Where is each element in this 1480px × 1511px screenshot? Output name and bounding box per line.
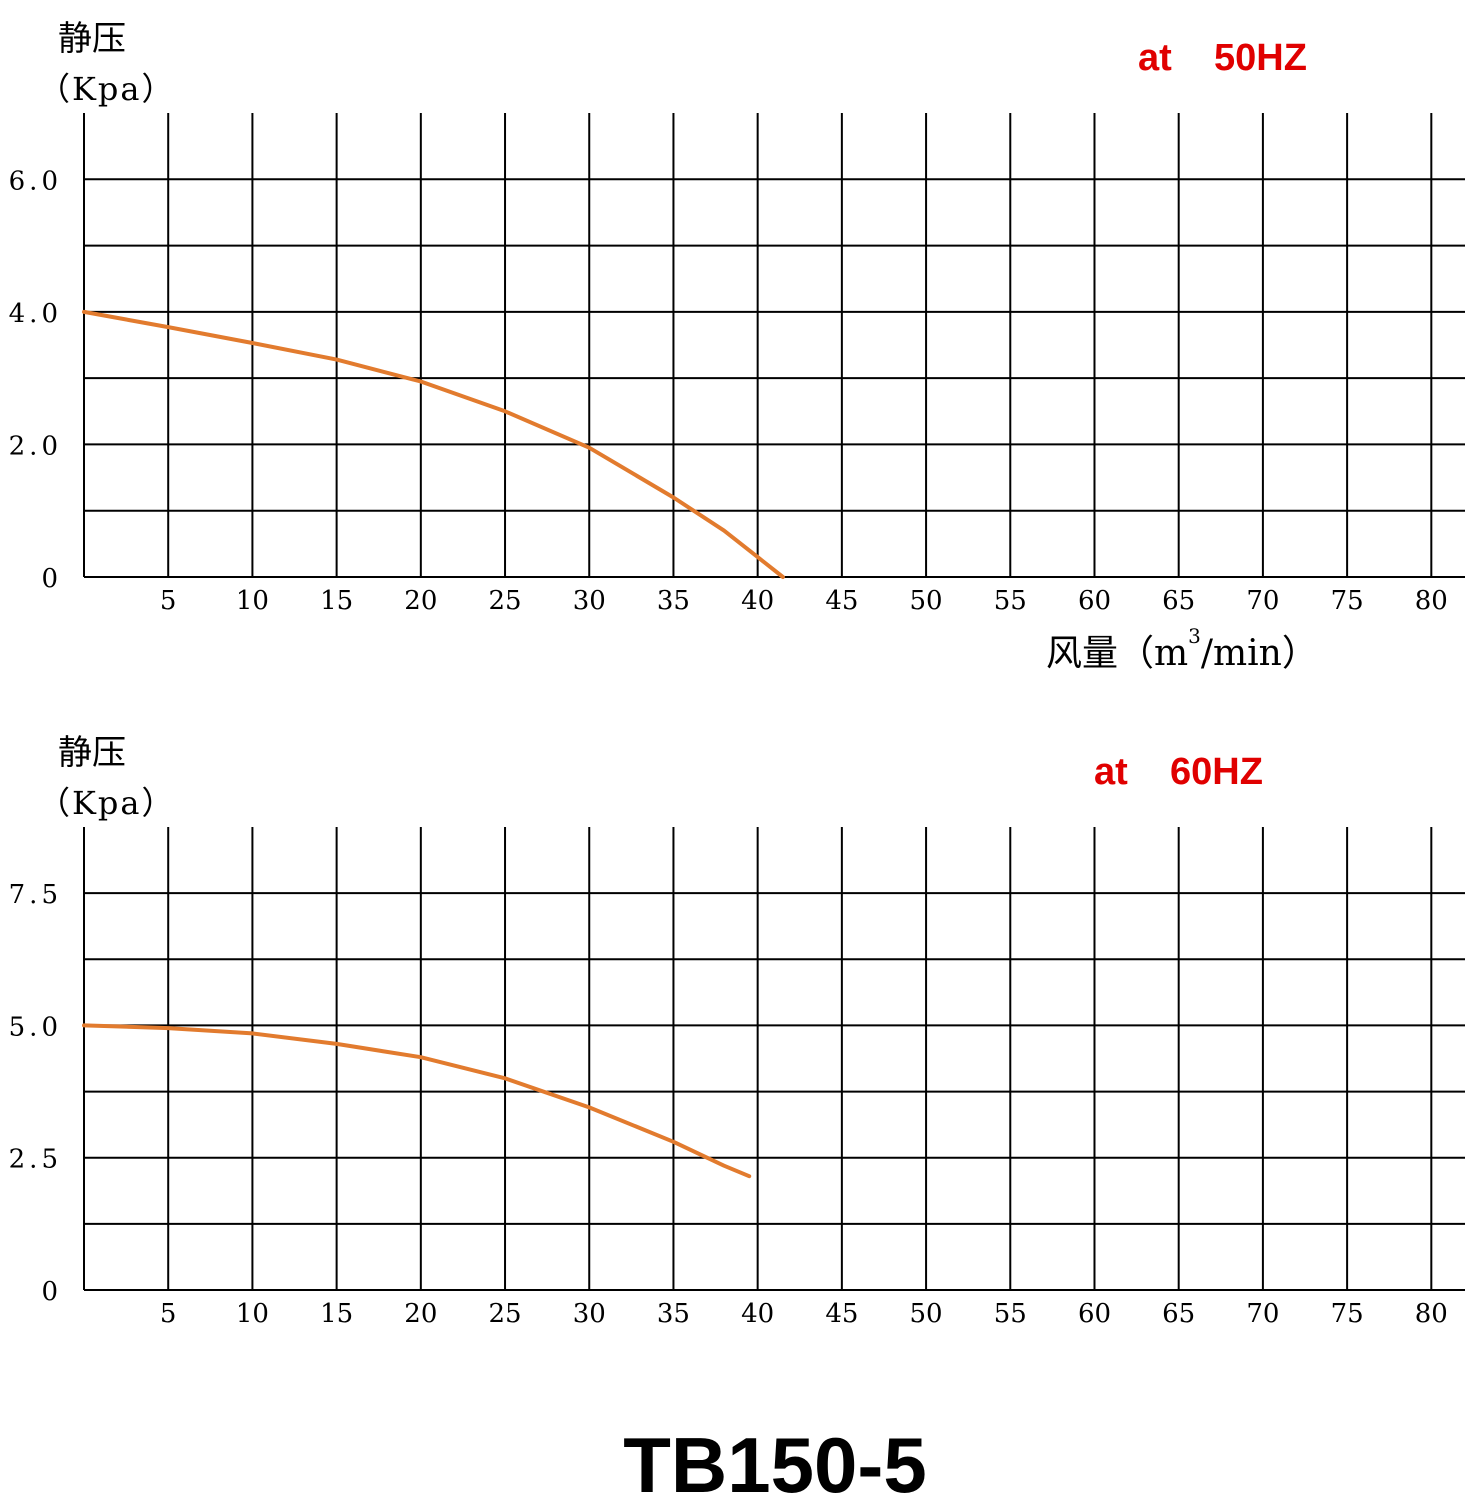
x-tick-label: 30 <box>573 586 606 616</box>
x-tick-label: 30 <box>573 1299 606 1329</box>
x-tick-label: 45 <box>825 1299 858 1329</box>
x-tick-label: 25 <box>488 1299 521 1329</box>
y-tick-label: 2.5 <box>9 1145 62 1175</box>
x-tick-label: 25 <box>488 586 521 616</box>
y-tick-label: 0 <box>41 1277 62 1307</box>
pressure-curve-60hz <box>82 1023 752 1179</box>
x-tick-label: 35 <box>657 586 690 616</box>
chart-50hz: 0 2.0 4.0 6.0 5 10 15 20 25 30 35 40 45 50 55 60 65 70 75… <box>9 19 1465 674</box>
y-tick-labels-60hz: 0 2.5 5.0 7.5 <box>9 880 62 1307</box>
y-axis-unit-50hz: （Kpa） <box>38 70 175 108</box>
y-tick-label: 2.0 <box>9 431 62 461</box>
y-tick-labels-50hz: 0 2.0 4.0 6.0 <box>9 166 62 594</box>
x-tick-label: 75 <box>1331 586 1364 616</box>
x-tick-label: 10 <box>236 586 269 616</box>
x-tick-label: 5 <box>160 1299 177 1329</box>
y-tick-label: 6.0 <box>9 166 62 196</box>
x-tick-label: 55 <box>994 586 1027 616</box>
x-tick-label: 65 <box>1162 586 1195 616</box>
x-tick-label: 50 <box>910 586 943 616</box>
chart-60hz: 0 2.5 5.0 7.5 5 10 15 20 25 30 35 40 45 50 55 60 65 70 75… <box>9 733 1465 1329</box>
grid-50hz <box>83 113 1465 578</box>
x-tick-label: 40 <box>741 586 774 616</box>
x-tick-label: 70 <box>1246 1299 1279 1329</box>
grid-60hz <box>83 827 1465 1291</box>
y-axis-unit-60hz: （Kpa） <box>38 784 175 822</box>
x-tick-labels-50hz: 5 10 15 20 25 30 35 40 45 50 55 60 65 70 75 80 <box>160 586 1448 616</box>
x-tick-label: 60 <box>1078 586 1111 616</box>
x-tick-label: 60 <box>1078 1299 1111 1329</box>
y-tick-label: 4.0 <box>9 299 62 329</box>
x-tick-label: 10 <box>236 1299 269 1329</box>
x-tick-label: 15 <box>320 1299 353 1329</box>
x-tick-label: 35 <box>657 1299 690 1329</box>
y-axis-label-60hz: 静压 <box>58 733 126 773</box>
y-tick-label: 0 <box>41 564 62 594</box>
x-tick-label: 80 <box>1415 1299 1448 1329</box>
x-tick-label: 55 <box>994 1299 1027 1329</box>
x-tick-label: 20 <box>404 586 437 616</box>
x-tick-label: 40 <box>741 1299 774 1329</box>
y-tick-label: 5.0 <box>9 1012 62 1042</box>
x-tick-label: 45 <box>825 586 858 616</box>
x-tick-label: 70 <box>1246 586 1279 616</box>
x-tick-label: 20 <box>404 1299 437 1329</box>
x-tick-label: 50 <box>910 1299 943 1329</box>
frequency-label-50hz: at 50HZ <box>1138 37 1307 79</box>
x-axis-label: 风量（m3/min） <box>1046 624 1318 674</box>
x-tick-label: 65 <box>1162 1299 1195 1329</box>
y-axis-label-50hz: 静压 <box>58 19 126 59</box>
x-tick-label: 5 <box>160 586 177 616</box>
y-tick-label: 7.5 <box>9 880 62 910</box>
x-tick-labels-60hz: 5 10 15 20 25 30 35 40 45 50 55 60 65 70 75 80 <box>160 1299 1448 1329</box>
x-tick-label: 75 <box>1331 1299 1364 1329</box>
frequency-label-60hz: at 60HZ <box>1094 751 1263 793</box>
pressure-curve-50hz <box>82 309 785 579</box>
model-title: TB150-5 <box>623 1421 926 1509</box>
x-tick-label: 15 <box>320 586 353 616</box>
x-tick-label: 80 <box>1415 586 1448 616</box>
